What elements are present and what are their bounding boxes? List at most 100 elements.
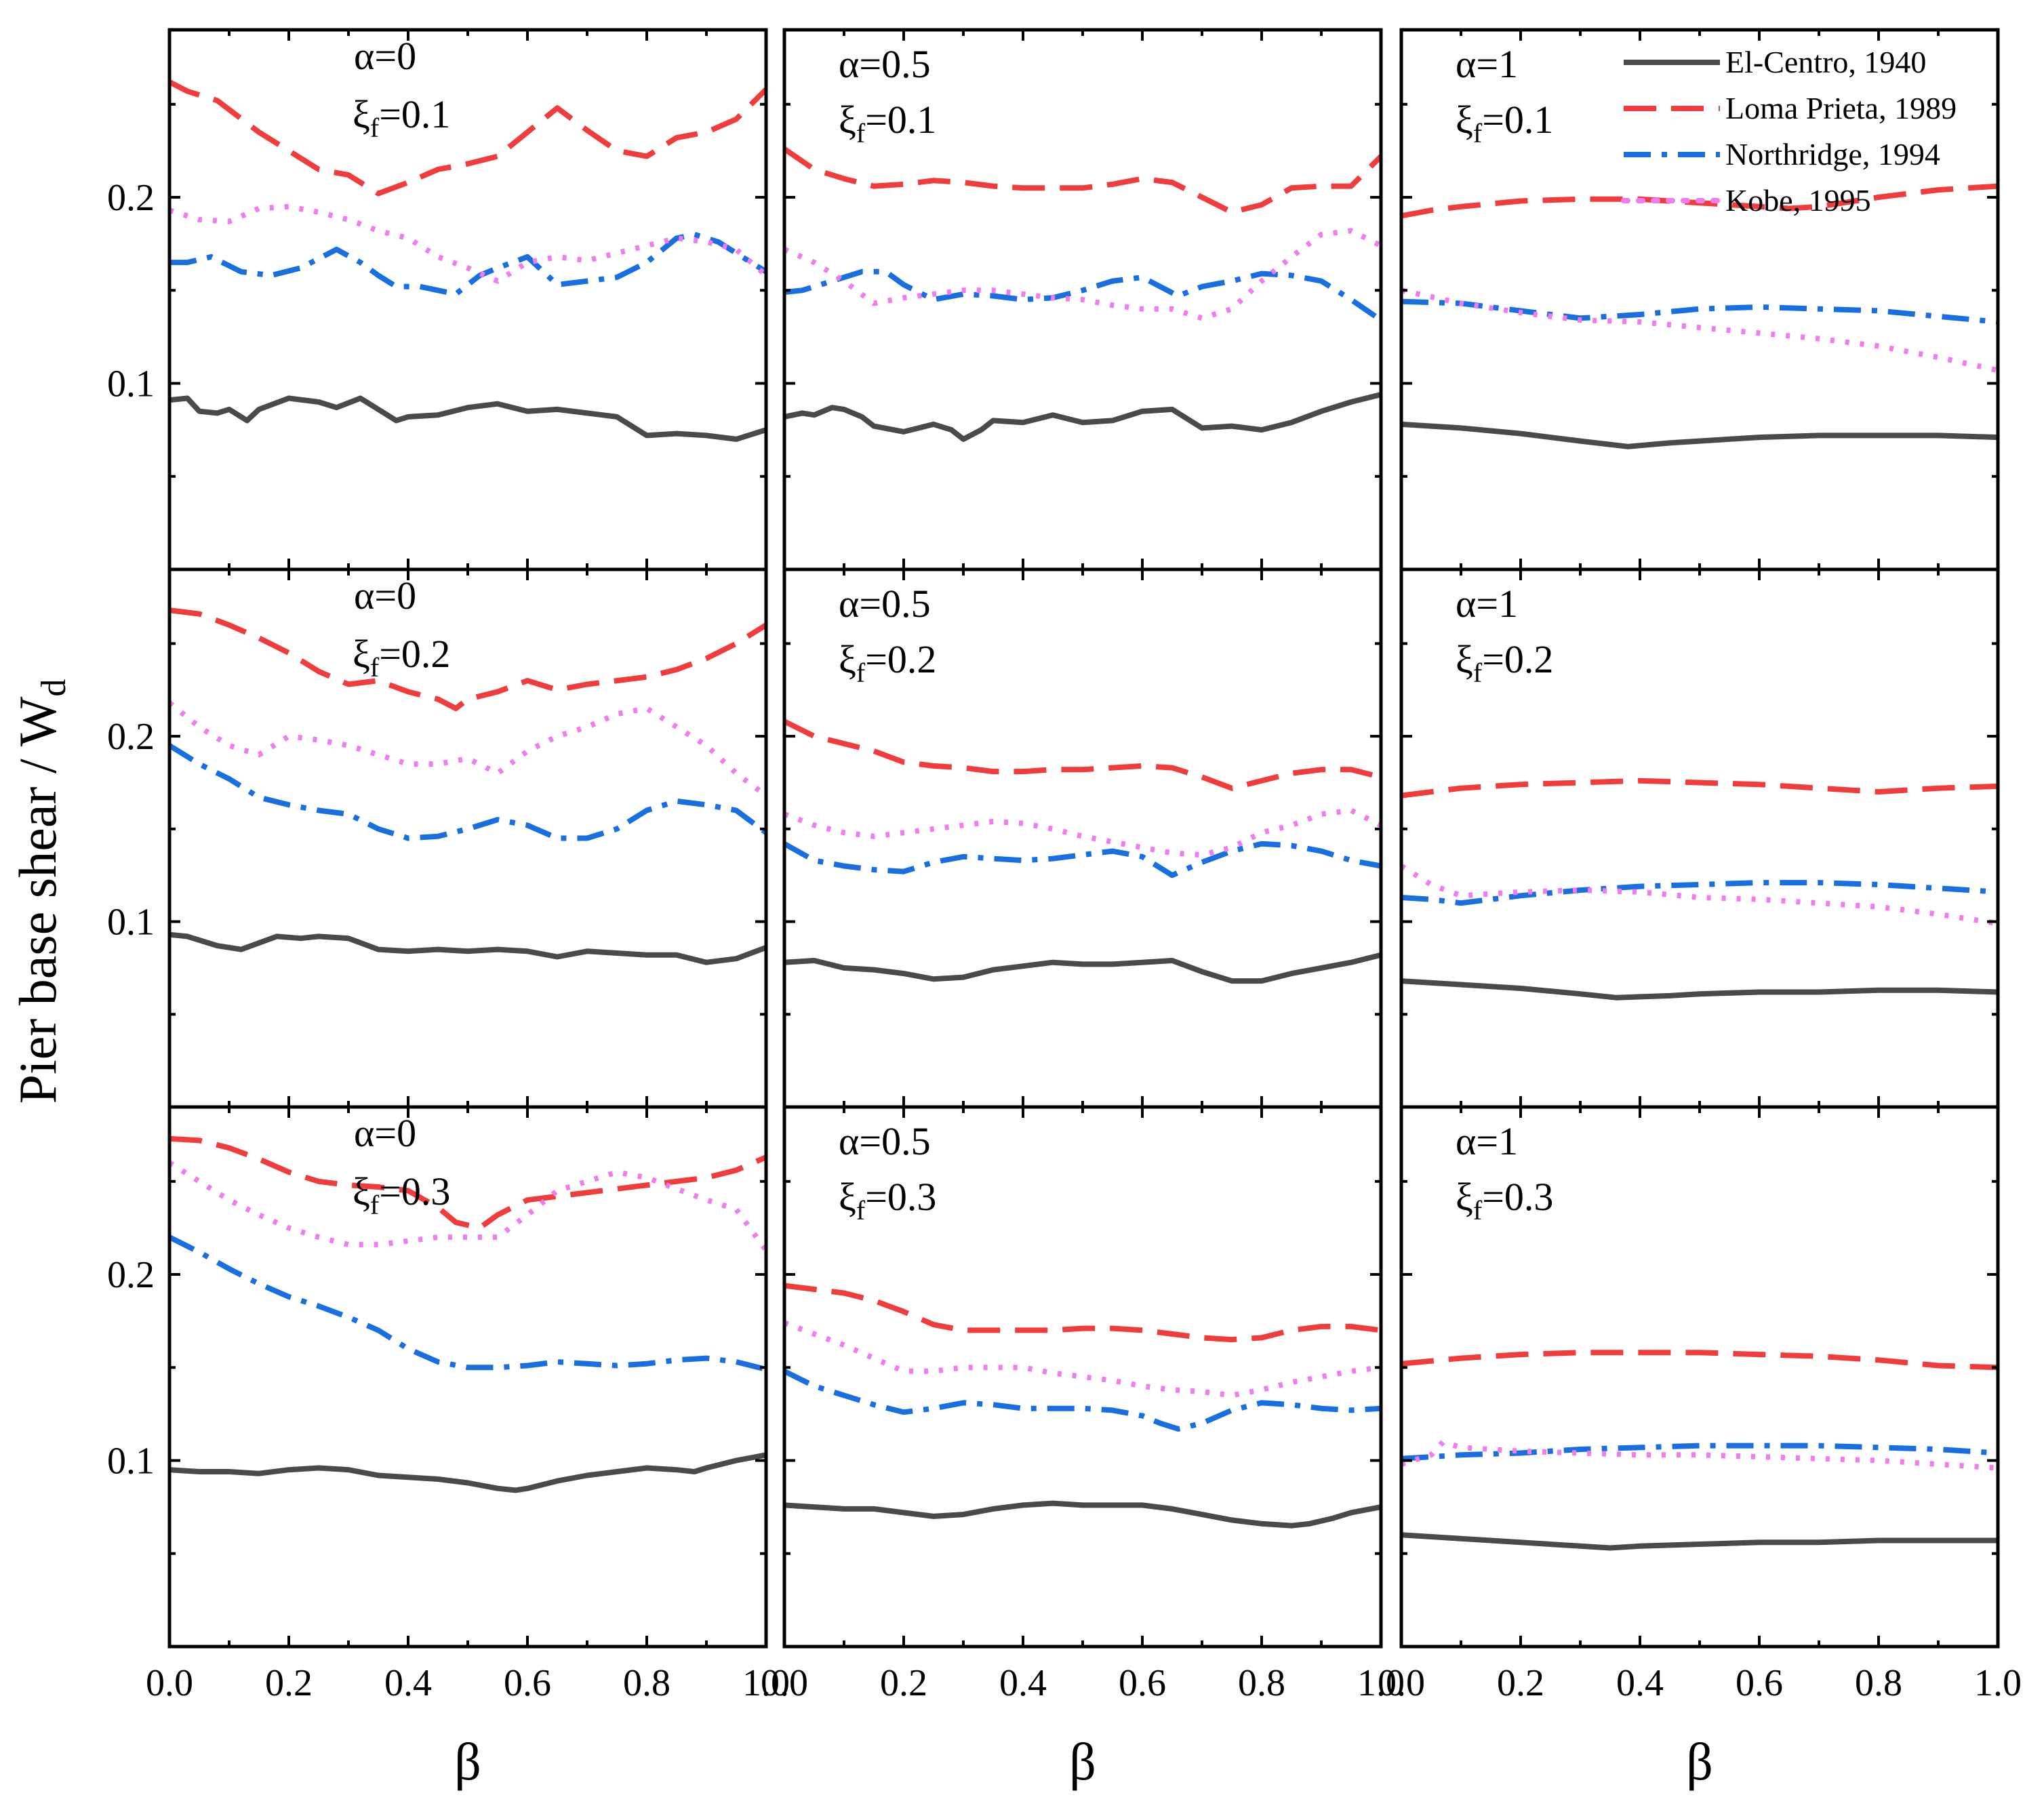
xi-value: =0.1	[1482, 98, 1553, 142]
xi-annotation: ξf=0.3	[1456, 1175, 1553, 1226]
xi-value: =0.3	[379, 1169, 450, 1213]
x-tick-label: 0.6	[504, 1662, 551, 1704]
series-kobe	[168, 203, 768, 284]
x-tick-label: 1.0	[742, 1662, 790, 1704]
series-northridge	[168, 1234, 767, 1372]
y-tick-label: 0.2	[107, 716, 155, 758]
panel-1-2: α=0.5 ξf=0.1	[782, 28, 1383, 571]
x-axis-label: β	[1686, 1732, 1713, 1791]
series-northridge	[1401, 298, 1999, 325]
series-northridge	[783, 1369, 1382, 1432]
xi-subscript: f	[856, 118, 866, 148]
series-kobe	[1399, 864, 1999, 927]
y-axis-label: Pier base shear / Wd	[8, 679, 73, 1104]
x-tick-label: 0.6	[1736, 1662, 1783, 1704]
series-el-centro	[784, 1500, 1382, 1529]
y-axis-label-main: Pier base shear / W	[8, 696, 67, 1104]
xi-symbol: ξ	[353, 92, 370, 136]
xi-annotation: ξf=0.3	[353, 1169, 450, 1220]
series-loma-prieta	[782, 146, 1383, 215]
legend-label: Northridge, 1994	[1725, 137, 1940, 172]
alpha-annotation: α=0.5	[839, 42, 931, 86]
y-tick-label: 0.1	[107, 363, 155, 405]
plot-frame	[167, 28, 768, 571]
x-tick-label: 0.8	[623, 1662, 670, 1704]
x-tick-label: 0.6	[1119, 1662, 1166, 1704]
panel-2-3: α=1 ξf=0.2	[1399, 567, 2000, 1109]
panel-2-1: 0.1 0.2 α=0 ξf=0.2	[107, 567, 768, 1109]
alpha-annotation: α=0.5	[839, 582, 931, 626]
xi-value: =0.2	[865, 637, 936, 681]
xi-value: =0.2	[1482, 637, 1553, 681]
y-tick-label: 0.1	[107, 1440, 155, 1483]
xi-symbol: ξ	[839, 1175, 856, 1219]
alpha-annotation: α=0	[354, 573, 416, 618]
panel-3-2: 0.0 0.2 0.4 0.6 0.8 1.0 β α=0.5 ξf=0.3	[761, 1105, 1405, 1791]
x-tick-label: 0.4	[384, 1662, 432, 1704]
series-el-centro	[784, 952, 1382, 984]
y-tick-label: 0.2	[107, 177, 155, 219]
xi-subscript: f	[370, 652, 380, 683]
legend: El-Centro, 1940 Loma Prieta, 1989 Northrid…	[1621, 45, 1957, 218]
xi-value: =0.3	[1482, 1175, 1553, 1219]
panel-3-3: 0.0 0.2 0.4 0.6 0.8 1.0 β α=1 ξf=0.3	[1378, 1105, 2022, 1791]
series-kobe	[167, 1160, 769, 1252]
xi-symbol: ξ	[839, 98, 856, 142]
x-tick-label: 0.8	[1238, 1662, 1285, 1704]
alpha-annotation: α=0	[354, 34, 416, 78]
series-kobe	[783, 807, 1382, 858]
xi-subscript: f	[370, 113, 380, 143]
alpha-annotation: α=1	[1456, 582, 1518, 626]
xi-subscript: f	[1473, 118, 1483, 148]
alpha-annotation: α=0	[354, 1111, 416, 1155]
series-loma-prieta	[784, 1283, 1382, 1343]
series-loma-prieta	[169, 1135, 767, 1231]
plot-frame	[167, 1105, 768, 1649]
xi-subscript: f	[1473, 658, 1483, 688]
xi-annotation: ξf=0.1	[1456, 98, 1553, 148]
xi-annotation: ξf=0.1	[353, 92, 450, 143]
series-el-centro	[1401, 978, 1999, 1001]
plot-frame	[167, 567, 768, 1109]
xi-subscript: f	[1473, 1195, 1483, 1226]
series-northridge	[167, 743, 768, 841]
xi-annotation: ξf=0.3	[839, 1175, 936, 1226]
y-tick-label: 0.2	[107, 1254, 155, 1296]
series-el-centro	[1401, 1532, 1998, 1551]
series-kobe	[783, 1320, 1382, 1398]
series-loma-prieta	[1401, 778, 1999, 799]
panel-2-2: α=0.5 ξf=0.2	[782, 567, 1383, 1109]
panel-grid: 0.10.2α=0ξf=0.1α=0.5ξf=0.1α=1ξf=0.1El-Ce…	[107, 28, 2022, 1791]
x-tick-label: 0.4	[1616, 1662, 1664, 1704]
xi-subscript: f	[370, 1190, 380, 1220]
series-el-centro	[169, 931, 767, 965]
series-el-centro	[1401, 421, 1999, 449]
panel-1-3: α=1 ξf=0.1 El-Centro, 1940 Loma Prieta, 198…	[1399, 28, 2000, 571]
x-tick-label: 1.0	[1974, 1662, 2022, 1704]
xi-annotation: ξf=0.1	[839, 98, 936, 148]
x-tick-label: 0.0	[1378, 1662, 1425, 1704]
series-loma-prieta	[783, 719, 1382, 791]
series-northridge	[784, 268, 1383, 323]
xi-symbol: ξ	[353, 632, 370, 676]
x-tick-label: 0.2	[265, 1662, 313, 1704]
panel-1-1: 0.1 0.2 α=0 ξf=0.1	[107, 28, 768, 571]
xi-symbol: ξ	[1456, 98, 1473, 142]
series-northridge	[1401, 880, 1999, 906]
xi-annotation: ξf=0.2	[1456, 637, 1553, 688]
legend-label: Loma Prieta, 1989	[1725, 91, 1957, 125]
series-loma-prieta	[1401, 1350, 1999, 1371]
series-northridge	[1401, 1443, 1999, 1462]
legend-label: Kobe, 1995	[1725, 183, 1871, 218]
series-loma-prieta	[168, 79, 768, 197]
y-axis-label-subscript: d	[35, 679, 73, 697]
series-northridge	[169, 231, 768, 297]
series-northridge	[783, 841, 1382, 879]
x-tick-label: 0.2	[880, 1662, 927, 1704]
panel-3-1: 0.1 0.2 0.0 0.2 0.4 0.6 0.8 1.0 β α=0 ξf=0.3	[107, 1105, 790, 1791]
series-loma-prieta	[169, 607, 768, 712]
alpha-annotation: α=1	[1456, 42, 1518, 86]
x-tick-label: 1.0	[1357, 1662, 1405, 1704]
xi-annotation: ξf=0.2	[839, 637, 936, 688]
